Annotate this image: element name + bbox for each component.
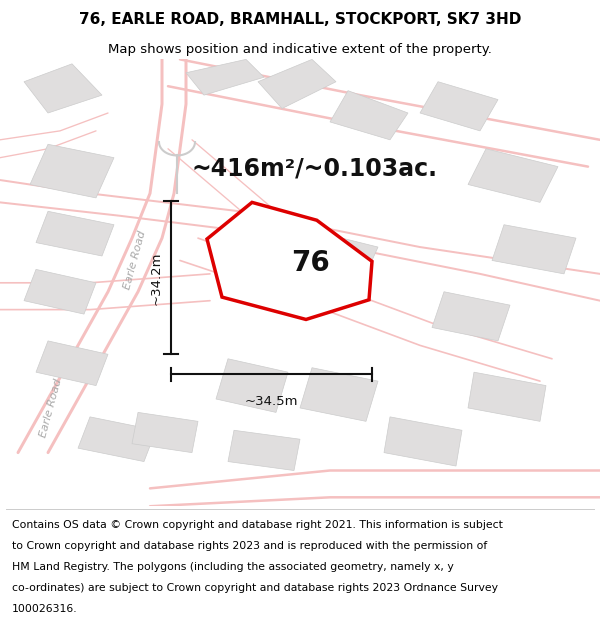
Polygon shape — [78, 417, 156, 461]
Polygon shape — [216, 359, 288, 413]
Polygon shape — [330, 91, 408, 140]
Polygon shape — [288, 229, 378, 288]
Polygon shape — [468, 149, 558, 202]
Polygon shape — [24, 64, 102, 113]
Polygon shape — [384, 417, 462, 466]
Text: ~34.2m: ~34.2m — [149, 251, 163, 304]
Text: 76, EARLE ROAD, BRAMHALL, STOCKPORT, SK7 3HD: 76, EARLE ROAD, BRAMHALL, STOCKPORT, SK7… — [79, 12, 521, 27]
Polygon shape — [36, 341, 108, 386]
Text: Earle Road: Earle Road — [38, 378, 64, 439]
Text: HM Land Registry. The polygons (including the associated geometry, namely x, y: HM Land Registry. The polygons (includin… — [12, 562, 454, 572]
Polygon shape — [228, 430, 300, 471]
Polygon shape — [300, 368, 378, 421]
Polygon shape — [132, 412, 198, 452]
Polygon shape — [492, 225, 576, 274]
Polygon shape — [186, 59, 264, 95]
Text: Earle Road: Earle Road — [122, 230, 148, 291]
Polygon shape — [30, 144, 114, 198]
Text: 76: 76 — [291, 249, 329, 277]
Text: co-ordinates) are subject to Crown copyright and database rights 2023 Ordnance S: co-ordinates) are subject to Crown copyr… — [12, 583, 498, 593]
Polygon shape — [468, 372, 546, 421]
Polygon shape — [432, 292, 510, 341]
Polygon shape — [36, 211, 114, 256]
Text: Map shows position and indicative extent of the property.: Map shows position and indicative extent… — [108, 42, 492, 56]
Polygon shape — [258, 59, 336, 109]
Text: to Crown copyright and database rights 2023 and is reproduced with the permissio: to Crown copyright and database rights 2… — [12, 541, 487, 551]
Text: ~416m²/~0.103ac.: ~416m²/~0.103ac. — [192, 157, 438, 181]
Text: ~34.5m: ~34.5m — [245, 394, 298, 408]
Polygon shape — [420, 82, 498, 131]
Text: Contains OS data © Crown copyright and database right 2021. This information is : Contains OS data © Crown copyright and d… — [12, 521, 503, 531]
Polygon shape — [207, 202, 372, 319]
Text: 100026316.: 100026316. — [12, 604, 77, 614]
Polygon shape — [24, 269, 96, 314]
